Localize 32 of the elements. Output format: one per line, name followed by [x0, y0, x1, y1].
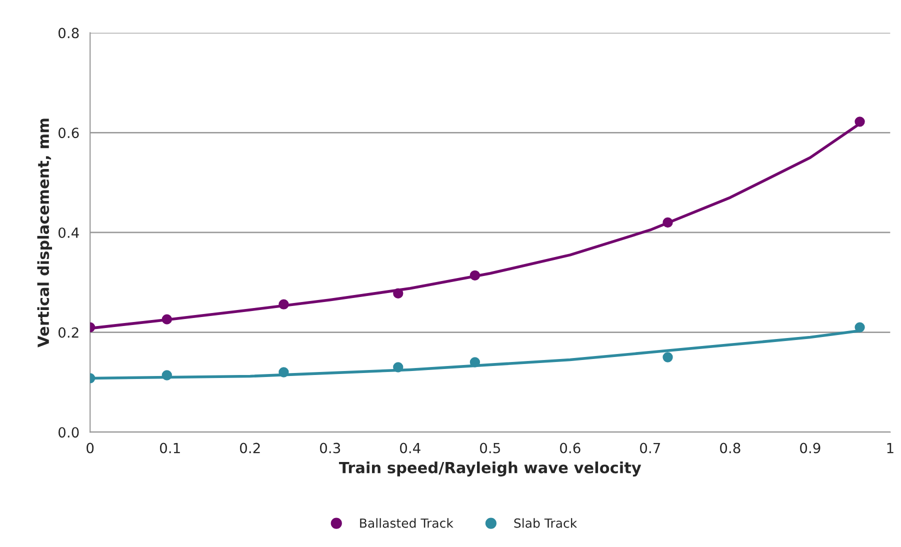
y-tick-label: 0.2 — [58, 327, 78, 338]
x-tick-label: 0.9 — [800, 442, 820, 454]
y-tick-label: 0.4 — [58, 227, 79, 238]
x-tick-label: 1 — [887, 442, 894, 454]
y-tick-label: 0.6 — [58, 128, 79, 138]
x-tick-label: 0.6 — [560, 442, 580, 454]
point — [393, 288, 404, 298]
x-tick-label: 0 — [86, 442, 94, 454]
y-axis-title: Vertical displacement, mm — [37, 118, 52, 348]
point — [393, 362, 404, 372]
point — [278, 367, 289, 378]
y-tick-label: 0.0 — [58, 427, 79, 438]
x-tick-label: 0.5 — [480, 442, 500, 454]
legend-label: Ballasted Track — [360, 518, 454, 528]
point — [162, 370, 172, 380]
x-tick-label: 0.7 — [640, 442, 660, 454]
point — [162, 314, 172, 324]
x-tick-label: 0.2 — [240, 442, 260, 454]
point — [470, 357, 480, 368]
x-axis-title: Train speed/Rayleigh wave velocity — [338, 462, 642, 476]
y-tick-label: 0.8 — [58, 28, 79, 38]
point — [278, 299, 289, 310]
point — [854, 116, 865, 127]
point — [470, 270, 480, 280]
point — [662, 352, 673, 362]
point — [662, 217, 673, 228]
point — [854, 322, 865, 332]
legend-label: Slab Track — [514, 518, 578, 528]
x-tick-label: 0.4 — [400, 442, 420, 454]
x-tick-label: 0.1 — [160, 442, 180, 454]
x-tick-label: 0.8 — [720, 442, 740, 454]
x-tick-label: 0.3 — [320, 442, 340, 454]
